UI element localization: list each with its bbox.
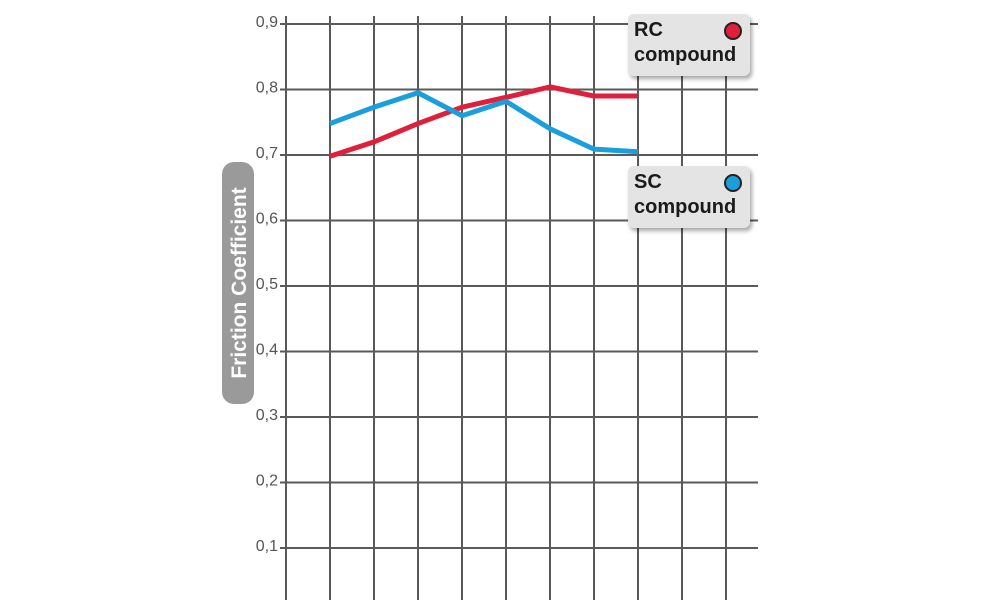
y-tick-label: 0,5 <box>256 276 278 293</box>
y-tick-label: 0,6 <box>256 211 278 228</box>
legend-sc-label: SC compound <box>634 170 736 220</box>
y-tick-label: 0,7 <box>256 145 278 162</box>
legend-sc-name-2: compound <box>634 196 737 218</box>
y-tick-label: 0,9 <box>256 14 278 31</box>
legend-rc-name-2: compound <box>634 44 737 66</box>
series-line-rc <box>329 84 638 159</box>
grid <box>280 16 758 600</box>
legend-rc-name: RC <box>634 19 663 41</box>
legend-sc: SC compound <box>628 166 750 228</box>
legend-sc-name: SC <box>634 171 662 193</box>
y-axis-label-text: Friction Coefficient <box>228 187 251 378</box>
legend-rc-dot <box>724 22 742 40</box>
series-lines <box>329 84 639 159</box>
y-tick-label: 0,2 <box>256 473 278 490</box>
y-axis-label-background <box>222 162 254 404</box>
legend-rc: RC compound <box>628 14 750 76</box>
series-line-sc <box>329 90 639 155</box>
y-axis-label: Friction Coefficient <box>222 162 254 404</box>
y-tick-label: 0,8 <box>256 80 278 97</box>
legend-rc-label: RC compound <box>634 18 736 68</box>
y-tick-label: 0,1 <box>256 538 278 555</box>
y-tick-labels: 0,90,80,70,60,50,40,30,20,10 <box>256 14 278 555</box>
y-tick-label: 0,3 <box>256 407 278 424</box>
y-tick-label: 0,4 <box>256 342 278 359</box>
legend-sc-dot <box>724 174 742 192</box>
